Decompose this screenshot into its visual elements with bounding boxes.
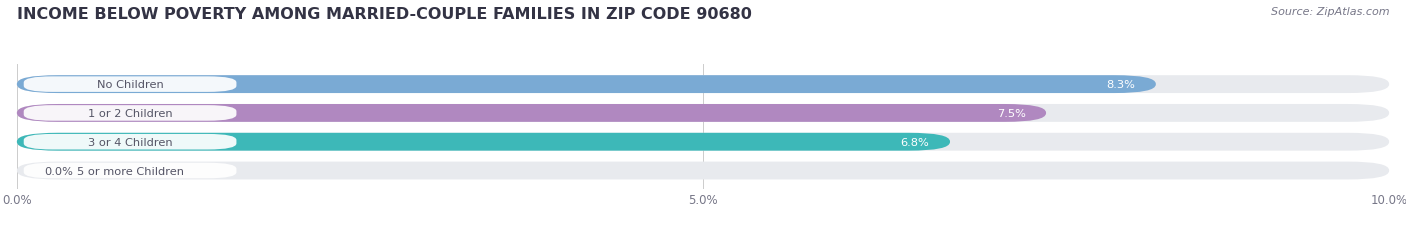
FancyBboxPatch shape [24,106,236,121]
FancyBboxPatch shape [17,105,1046,122]
FancyBboxPatch shape [17,133,1389,151]
FancyBboxPatch shape [17,76,1389,94]
FancyBboxPatch shape [17,162,1389,180]
FancyBboxPatch shape [24,134,236,150]
Text: 5 or more Children: 5 or more Children [76,166,184,176]
Text: 7.5%: 7.5% [997,108,1025,119]
Text: 1 or 2 Children: 1 or 2 Children [87,108,173,119]
FancyBboxPatch shape [24,77,236,92]
FancyBboxPatch shape [17,76,1156,94]
Text: 6.8%: 6.8% [901,137,929,147]
Text: 3 or 4 Children: 3 or 4 Children [87,137,173,147]
Text: 8.3%: 8.3% [1107,80,1135,90]
Text: 0.0%: 0.0% [45,166,73,176]
FancyBboxPatch shape [17,105,1389,122]
Text: Source: ZipAtlas.com: Source: ZipAtlas.com [1271,7,1389,17]
FancyBboxPatch shape [24,163,236,179]
Text: INCOME BELOW POVERTY AMONG MARRIED-COUPLE FAMILIES IN ZIP CODE 90680: INCOME BELOW POVERTY AMONG MARRIED-COUPL… [17,7,752,22]
FancyBboxPatch shape [17,133,950,151]
Text: No Children: No Children [97,80,163,90]
